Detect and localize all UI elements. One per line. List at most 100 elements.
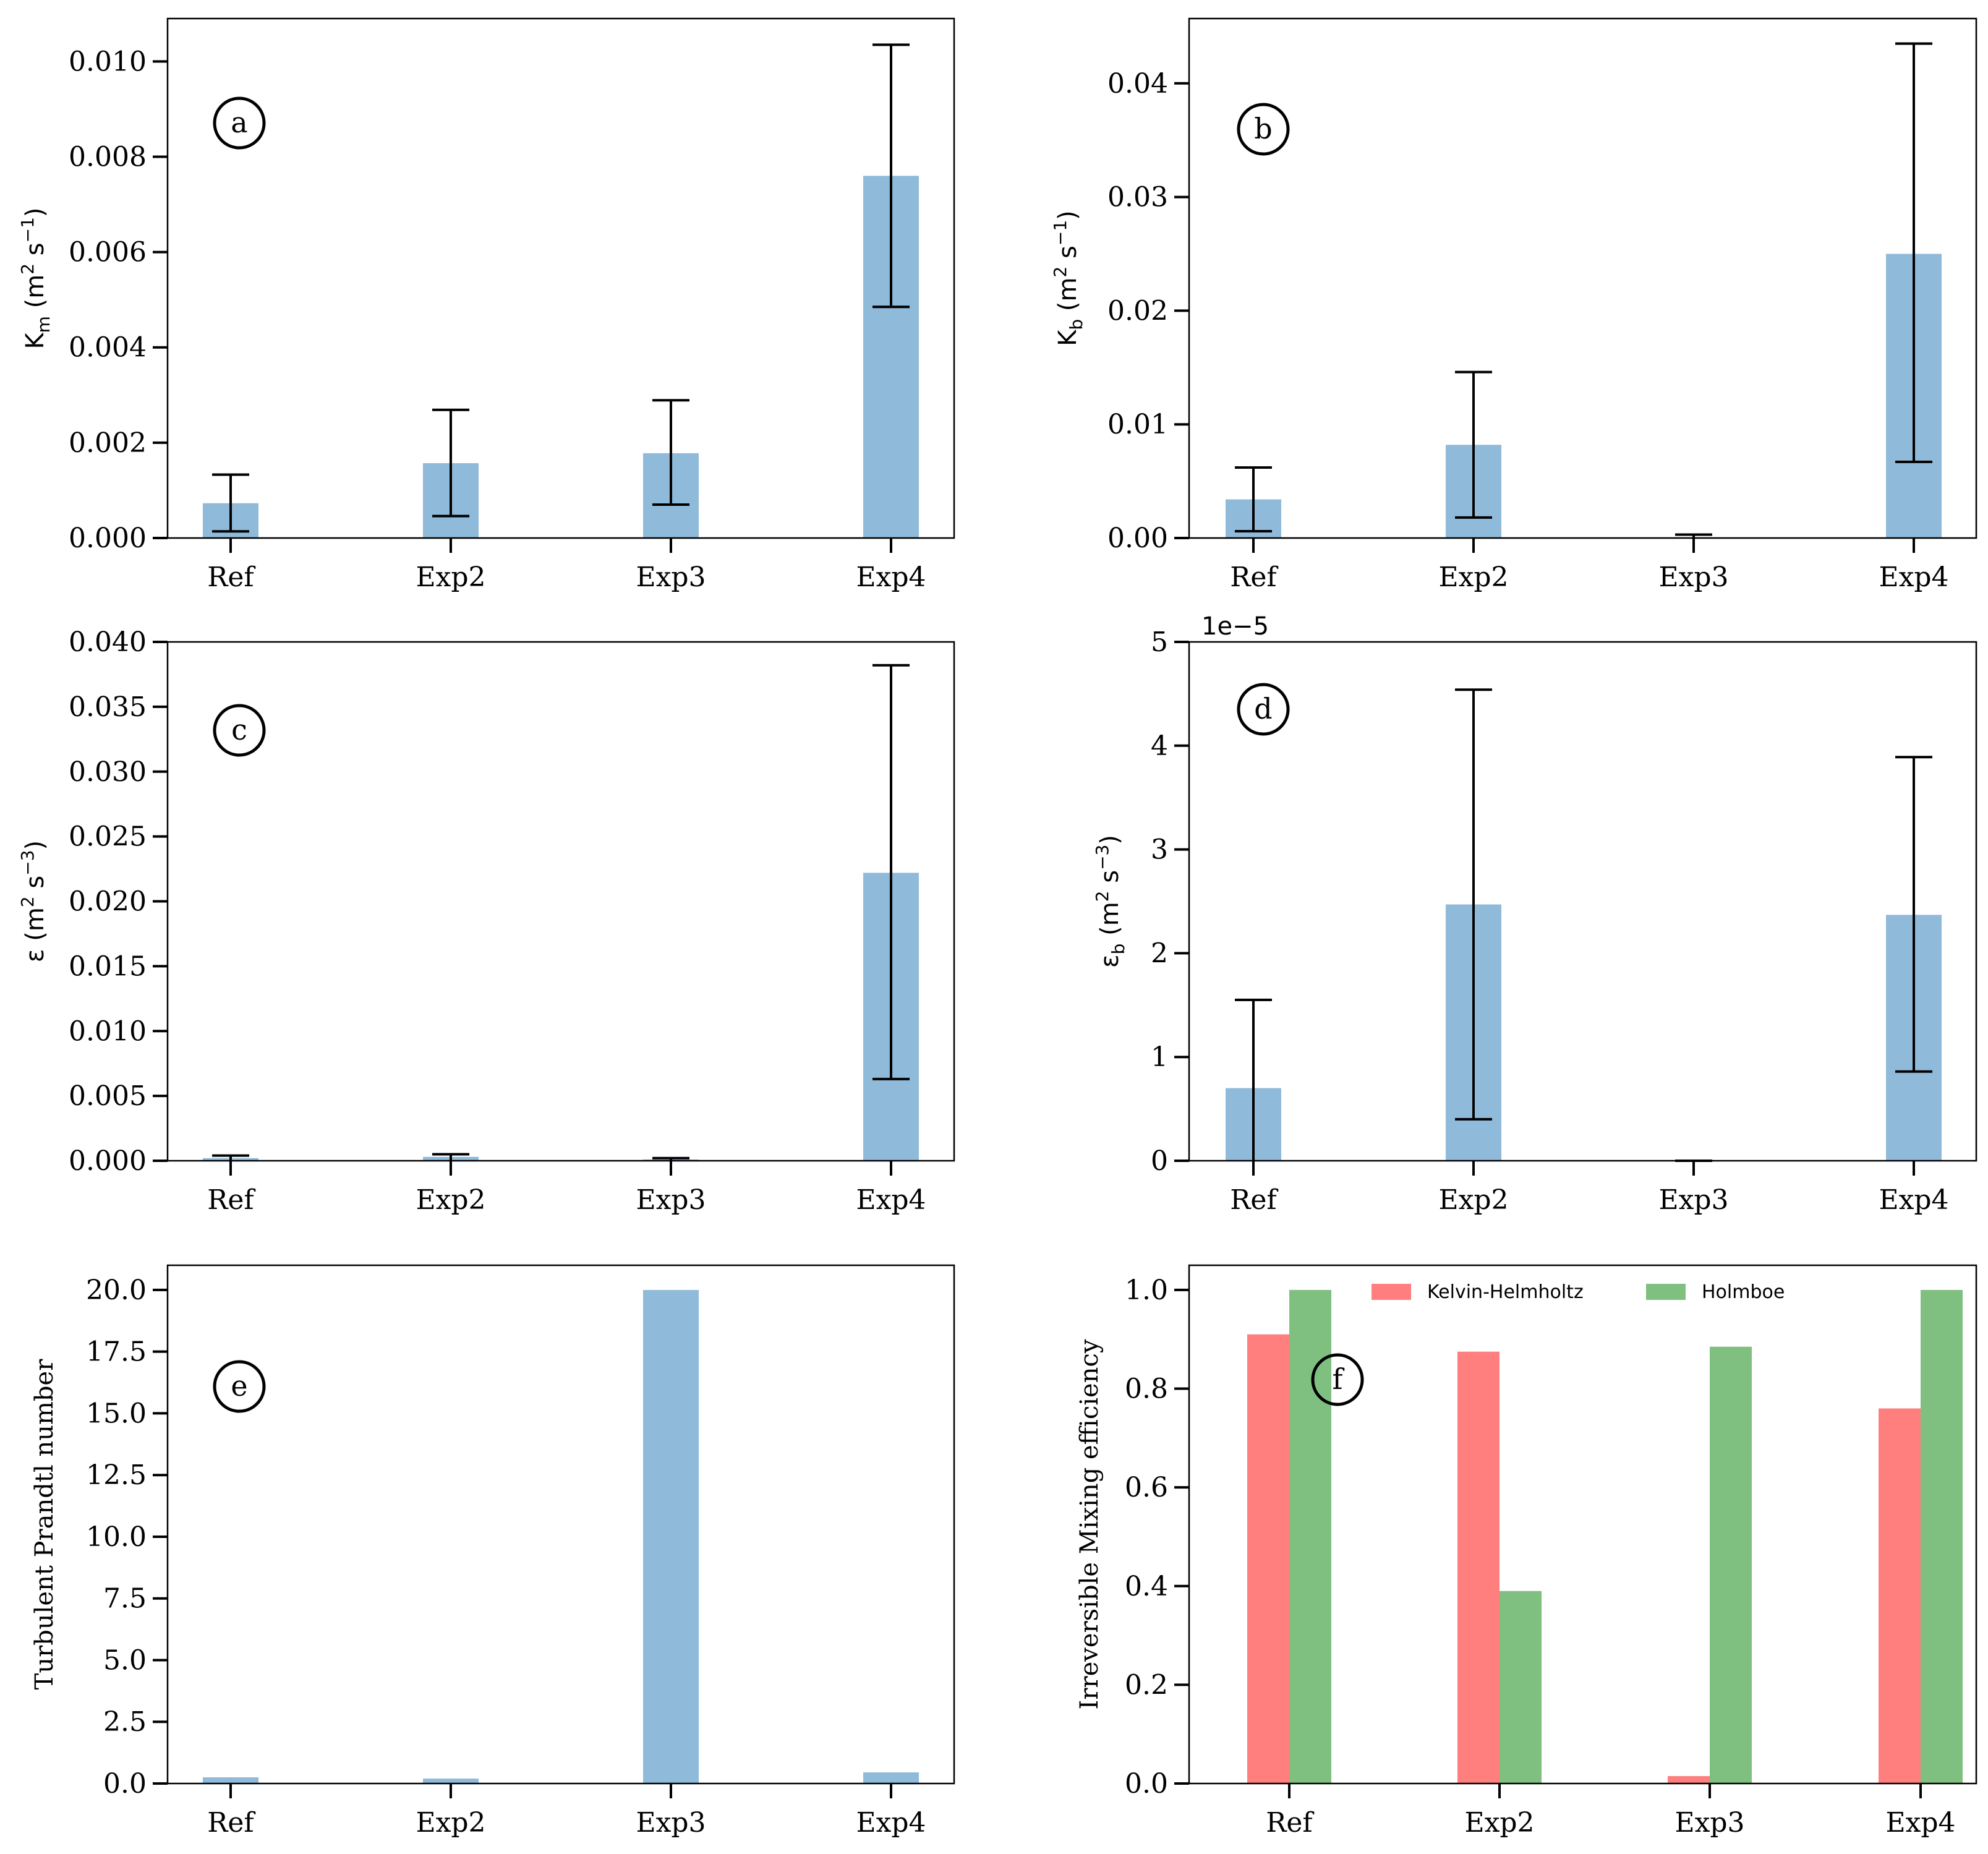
error-bar-exp4 — [1895, 42, 1932, 463]
y-axis-title: Km (m2 s−1) — [17, 207, 54, 349]
x-tick-label: Ref — [1230, 562, 1278, 593]
y-tick-label: 7.5 — [103, 1583, 147, 1615]
plot-frame — [166, 1264, 955, 1785]
bar-exp3 — [643, 1289, 699, 1784]
y-tick-label: 3 — [1151, 834, 1168, 866]
y-tick-label: 0.4 — [1125, 1571, 1168, 1602]
panel-label-f: f — [1311, 1353, 1364, 1406]
panel-label-text: d — [1254, 692, 1272, 725]
y-tick-label: 5.0 — [103, 1644, 147, 1676]
x-tick-label: Exp2 — [1438, 1184, 1508, 1216]
x-tick-label: Exp4 — [856, 1807, 926, 1839]
x-tick-label: Exp3 — [636, 1807, 706, 1839]
x-tick-label: Exp3 — [1658, 562, 1728, 593]
bar-kelvin-helmholtz-exp3 — [1668, 1776, 1710, 1784]
bar-kelvin-helmholtz-ref — [1247, 1334, 1289, 1784]
legend-swatch — [1646, 1284, 1686, 1300]
legend-label: Kelvin-Helmholtz — [1427, 1281, 1584, 1303]
plot-frame — [1188, 1264, 1977, 1785]
error-bar-ref — [212, 473, 249, 533]
panel-b: 0.00 0.01 0.02 0.03 0.04 Ref Exp2 Exp3 Exp4 Kb (m… — [1050, 17, 1977, 593]
panel-label-e: e — [213, 1360, 266, 1413]
y-tick-label: 0.030 — [69, 756, 147, 788]
legend-item: Kelvin-Helmholtz — [1372, 1281, 1584, 1303]
legend-label: Holmboe — [1702, 1281, 1785, 1303]
error-bar-ref — [1235, 466, 1272, 532]
panel-label-d: d — [1237, 683, 1290, 736]
bar-holmboe-exp3 — [1710, 1346, 1752, 1784]
y-tick-label: 0.015 — [69, 950, 147, 982]
x-tick-label: Exp3 — [636, 1184, 706, 1216]
bar-exp2 — [423, 1779, 479, 1784]
y-tick-label: 0.002 — [69, 427, 147, 459]
y-tick-label: 0.2 — [1125, 1669, 1168, 1701]
y-tick-label: 0.035 — [69, 691, 147, 723]
y-axis-title: Turbulent Prandtl number — [30, 1359, 59, 1690]
panel-label-circle — [1311, 1353, 1364, 1406]
error-bar-ref — [1235, 998, 1272, 1161]
y-tick-label: 17.5 — [86, 1336, 147, 1368]
bar-holmboe-exp2 — [1500, 1591, 1542, 1784]
y-tick-label: 0.6 — [1125, 1472, 1168, 1503]
x-tick-label: Ref — [1230, 1184, 1278, 1216]
y-tick-label: 0.010 — [69, 46, 147, 77]
y-tick-label: 0.000 — [69, 1145, 147, 1177]
panel-a: 0.000 0.002 0.004 0.006 0.008 0.010 Ref Exp2 Exp… — [17, 17, 955, 593]
y-tick-label: 15.0 — [86, 1398, 147, 1429]
y-axis-title: ε (m2 s−3) — [17, 840, 49, 962]
bar-kelvin-helmholtz-exp2 — [1457, 1351, 1500, 1784]
bar-ref — [203, 1777, 258, 1784]
y-tick-label: 2.5 — [103, 1706, 147, 1738]
y-tick-label: 0 — [1151, 1145, 1168, 1177]
y-tick-label: 0.040 — [69, 626, 147, 658]
y-tick-label: 0.03 — [1107, 182, 1168, 213]
y-tick-label: 5 — [1151, 626, 1168, 658]
panel-e: 0.0 2.5 5.0 7.5 10.0 12.5 15.0 17.5 20.0 Ref Exp2 E… — [30, 1264, 955, 1839]
x-tick-label: Exp4 — [1885, 1807, 1955, 1839]
error-bar-exp3 — [652, 399, 689, 506]
y-tick-label: 0.00 — [1107, 523, 1168, 554]
panel-c: 0.000 0.005 0.010 0.015 0.020 0.025 0.030 0.035… — [17, 626, 955, 1216]
error-bar-ref — [212, 1154, 249, 1161]
bar-holmboe-exp4 — [1921, 1289, 1963, 1784]
bar-exp4 — [863, 1772, 919, 1784]
panel-label-circle — [213, 1360, 266, 1413]
panel-label-text: e — [231, 1369, 247, 1403]
x-tick-label: Exp2 — [1464, 1807, 1534, 1839]
x-tick-label: Exp4 — [856, 1184, 926, 1216]
x-tick-label: Exp4 — [856, 562, 926, 593]
bar-kelvin-helmholtz-exp4 — [1879, 1408, 1921, 1784]
x-tick-label: Exp3 — [1674, 1807, 1744, 1839]
plot-frame — [166, 17, 955, 539]
y-tick-label: 0.004 — [69, 332, 147, 364]
y-axis-title: Kb (m2 s−1) — [1050, 210, 1086, 346]
error-bar-exp4 — [1895, 756, 1932, 1073]
plot-frame — [1188, 17, 1977, 539]
x-tick-label: Exp4 — [1879, 1184, 1948, 1216]
x-tick-label: Ref — [207, 562, 255, 593]
legend-swatch — [1372, 1284, 1411, 1300]
panel-label-circle — [213, 96, 266, 150]
y-tick-label: 0.008 — [69, 141, 147, 173]
panel-label-c: c — [213, 704, 266, 757]
error-bar-exp4 — [872, 43, 910, 309]
panel-d: 0 1 2 3 4 5 Ref Exp2 Exp3 Exp4 εb (m2 s−3) 1e−5 d — [1092, 612, 1977, 1216]
x-tick-label: Exp2 — [416, 1184, 485, 1216]
plot-frame — [166, 641, 955, 1162]
panel-label-circle — [213, 704, 266, 757]
panel-label-text: b — [1254, 112, 1272, 145]
error-bar-exp2 — [432, 1153, 469, 1161]
x-tick-label: Ref — [207, 1807, 255, 1839]
y-tick-label: 0.02 — [1107, 295, 1168, 327]
y-tick-label: 0.020 — [69, 886, 147, 918]
panel-label-a: a — [213, 96, 266, 150]
x-tick-label: Exp4 — [1879, 562, 1948, 593]
y-tick-label: 1 — [1151, 1041, 1168, 1073]
x-tick-label: Ref — [207, 1184, 255, 1216]
y-tick-label: 12.5 — [86, 1459, 147, 1491]
y-axis-title: Irreversible Mixing efficiency — [1075, 1339, 1104, 1709]
y-tick-label: 0.0 — [103, 1768, 147, 1800]
x-tick-label: Exp2 — [416, 1807, 485, 1839]
x-tick-label: Exp2 — [416, 562, 485, 593]
